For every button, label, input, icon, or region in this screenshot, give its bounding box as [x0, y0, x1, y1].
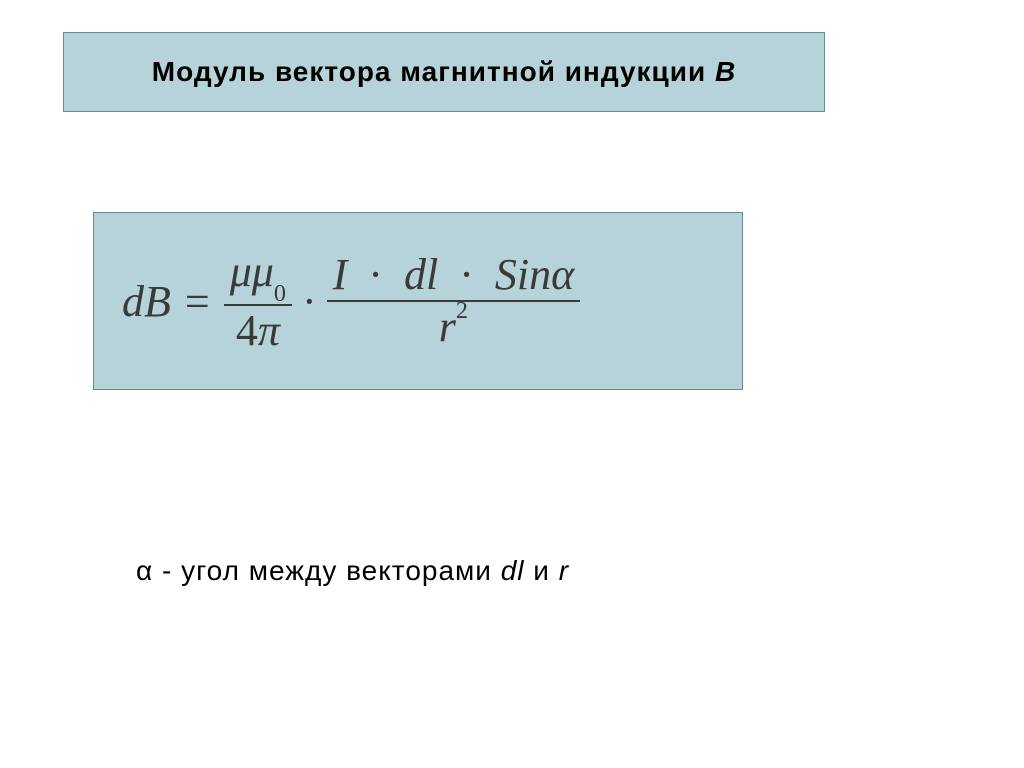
r-squared: 2 [456, 297, 468, 324]
title-variable: В [715, 56, 736, 87]
caption-alpha: α [136, 555, 153, 586]
mu-sub-zero: 0 [274, 280, 286, 307]
caption: α - угол между векторами dl и r [136, 555, 569, 587]
title-box: Модуль вектора магнитной индукции В [63, 32, 825, 112]
formula-lhs: dB [122, 276, 171, 327]
fraction-main: I · dl · Sinα r2 [327, 250, 581, 352]
pi: π [258, 306, 280, 355]
frac1-denominator: 4π [230, 306, 286, 356]
equals-sign: = [185, 276, 210, 327]
caption-and: и [525, 555, 559, 586]
sin: Sin [495, 250, 551, 299]
center-dot-1: · [302, 276, 317, 327]
title-text: Модуль вектора магнитной индукции В [152, 56, 736, 88]
r: r [439, 302, 456, 351]
four: 4 [236, 306, 258, 355]
caption-dash: - [153, 555, 181, 586]
center-dot-3: · [459, 250, 474, 299]
slide: Модуль вектора магнитной индукции В dB =… [0, 0, 1024, 768]
frac2-denominator: r2 [433, 302, 474, 352]
formula: dB = μμ0 4π · I · dl · Sinα [122, 247, 580, 356]
alpha: α [551, 250, 574, 299]
dl: dl [404, 250, 438, 299]
current-I: I [333, 250, 348, 299]
frac2-numerator: I · dl · Sinα [327, 250, 581, 300]
caption-prefix: угол между векторами [181, 555, 501, 586]
center-dot-2: · [368, 250, 383, 299]
fraction-coefficient: μμ0 4π [224, 247, 292, 356]
frac1-numerator: μμ0 [224, 247, 292, 304]
caption-dl: dl [501, 555, 525, 586]
title-prefix: Модуль вектора магнитной индукции [152, 56, 715, 87]
mu-mu: μμ [230, 247, 274, 296]
formula-box: dB = μμ0 4π · I · dl · Sinα [93, 212, 743, 390]
caption-r: r [559, 555, 569, 586]
